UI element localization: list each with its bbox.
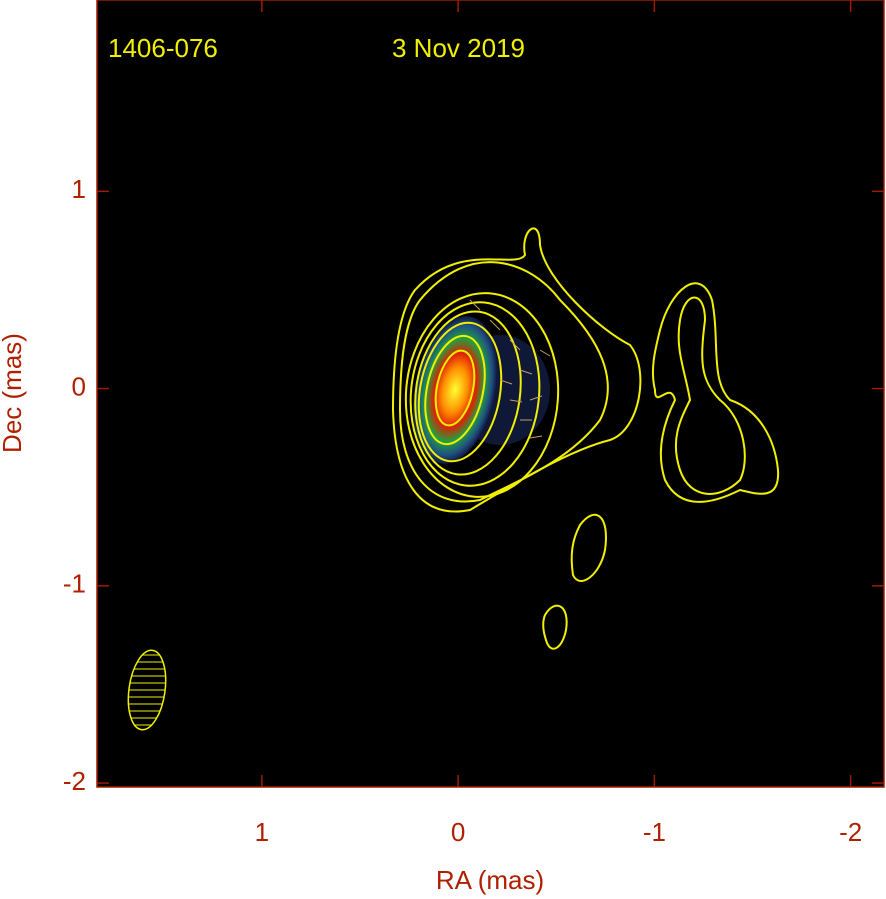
y-tick-label: -1 <box>63 569 86 599</box>
contours <box>391 227 780 650</box>
observation-date: 3 Nov 2019 <box>392 33 525 63</box>
x-tick-label: -2 <box>839 817 862 847</box>
y-tick-label: 0 <box>72 371 86 401</box>
polarization-vectors <box>469 299 551 439</box>
frame <box>96 0 885 788</box>
image <box>123 227 780 731</box>
y-axis-title: Dec (mas) <box>0 333 27 453</box>
source-name: 1406-076 <box>108 33 218 63</box>
x-tick-label: 1 <box>255 817 269 847</box>
y-tick-label: 1 <box>72 174 86 204</box>
x-tick-label: -1 <box>643 817 666 847</box>
core <box>412 316 498 464</box>
y-tick-label: -2 <box>63 766 86 796</box>
x-axis-title: RA (mas) <box>436 865 544 895</box>
x-tick-label: 0 <box>451 817 465 847</box>
